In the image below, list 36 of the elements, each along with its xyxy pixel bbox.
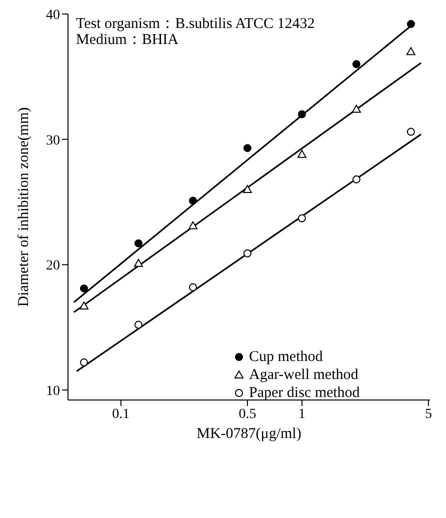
y-tick-label: 40: [46, 8, 60, 23]
point: [188, 283, 197, 292]
point: [297, 150, 306, 158]
y-axis-title: Diameter of inhibition zone(mm): [16, 107, 32, 307]
point: [406, 47, 416, 56]
annotation: Medium：BHIA: [76, 32, 180, 48]
point: [134, 239, 142, 248]
annotation: Test organism：B.subtilis ATCC 12432: [76, 16, 315, 32]
legend-label: Paper disc method: [249, 384, 360, 402]
point: [406, 20, 415, 28]
point: [134, 258, 143, 267]
point: [352, 60, 360, 68]
x-tick-label: 0.1: [112, 406, 130, 422]
point: [242, 184, 252, 193]
point: [298, 110, 306, 118]
legend-label: Cup method: [249, 348, 323, 366]
legend-label: Agar-well method: [249, 366, 358, 384]
point: [80, 358, 88, 366]
x-axis-title: MK-0787(μg/ml): [196, 426, 302, 442]
point: [243, 249, 252, 258]
y-tick-label: 30: [46, 133, 60, 148]
point: [406, 128, 415, 136]
point: [352, 104, 361, 113]
x-tick-label: 1: [298, 406, 306, 422]
point: [79, 302, 88, 310]
x-tick-label: 0.5: [238, 406, 256, 422]
point: [80, 284, 88, 292]
point: [188, 221, 198, 230]
point: [134, 320, 142, 329]
point: [188, 196, 197, 205]
y-tick-label: 20: [46, 258, 60, 274]
point: [243, 144, 252, 152]
x-tick-label: 5: [424, 406, 432, 422]
y-tick-label: 10: [46, 384, 60, 399]
point: [298, 214, 306, 222]
point: [352, 175, 360, 184]
